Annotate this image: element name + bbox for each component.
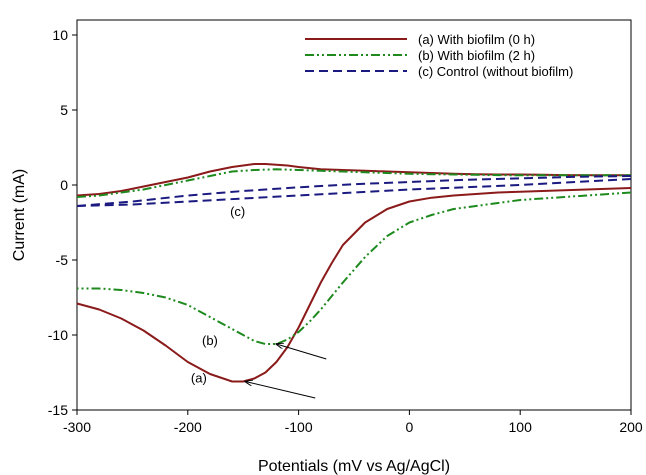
y-axis-title: Current (mA)	[11, 169, 28, 261]
x-tick-label: 100	[509, 419, 533, 435]
annotation-label: (a)	[191, 371, 207, 386]
x-tick-label: -300	[63, 419, 91, 435]
legend: (a) With biofilm (0 h)(b) With biofilm (…	[305, 32, 573, 79]
x-tick-label: 0	[406, 419, 414, 435]
y-tick-label: 0	[60, 177, 68, 193]
series-layer	[76, 163, 632, 383]
annotation-arrow	[276, 344, 327, 360]
y-tick-label: -15	[48, 402, 68, 418]
legend-entry: (c) Control (without biofilm)	[418, 64, 573, 79]
series-2-line-forward	[76, 168, 631, 198]
y-tick-label: -5	[56, 252, 69, 268]
annotation-arrow	[245, 382, 316, 399]
legend-entry: (b) With biofilm (2 h)	[418, 48, 535, 63]
y-tick-label: -10	[48, 327, 68, 343]
y-tick-label: 5	[60, 102, 68, 118]
plot-frame	[76, 19, 632, 411]
x-axis-title: Potentials (mV vs Ag/AgCl)	[258, 458, 450, 475]
series-3-line-reverse	[76, 178, 632, 207]
series-1	[76, 163, 632, 383]
series-2-line-reverse	[77, 191, 632, 345]
series-1-line-reverse	[76, 187, 632, 383]
x-tick-label: -200	[174, 419, 202, 435]
series-1-line-forward	[76, 163, 631, 197]
annotation-layer: (a) (b) (c)	[191, 204, 327, 399]
series-3-line-forward	[76, 175, 632, 207]
y-tick-label: 10	[52, 27, 68, 43]
x-tick-label: 200	[619, 419, 643, 435]
series-2	[76, 168, 632, 345]
axis-ticks: -300 -200 -100 0 100 200 -15 -10 -5 0 5 10	[48, 27, 643, 435]
legend-entry: (a) With biofilm (0 h)	[418, 32, 535, 47]
annotation-label: (c)	[230, 204, 245, 219]
series-3	[76, 175, 632, 207]
annotation-label: (b)	[202, 333, 218, 348]
x-tick-label: -100	[285, 419, 313, 435]
